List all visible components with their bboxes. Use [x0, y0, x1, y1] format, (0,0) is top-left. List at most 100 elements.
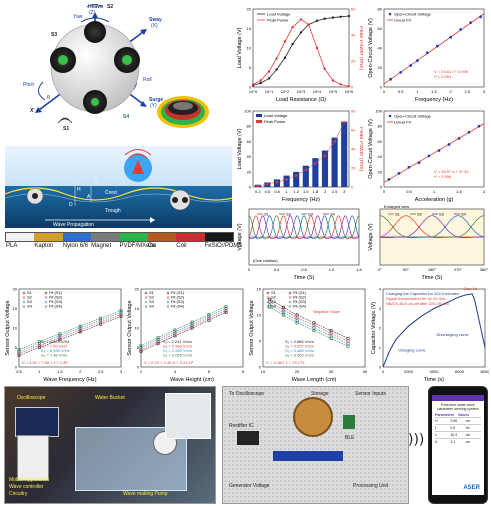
- y-tick-label: 3: [379, 306, 382, 311]
- curve-label: Stop 1s: [463, 286, 477, 291]
- legend-label: S4: [330, 212, 336, 217]
- x-tick-label: 180°: [428, 267, 437, 272]
- y-tick-label: 40: [378, 46, 383, 51]
- data-point: [119, 314, 123, 318]
- data-point: [78, 330, 82, 334]
- y-axis-label: Load Voltage (V): [237, 27, 243, 68]
- legend-swatch: [144, 305, 148, 308]
- signal-trace: [248, 215, 360, 240]
- data-point: [139, 343, 143, 348]
- time-signals-chart: Time (S) Voltage (V) 0 0.4 0.8 1.2 1.6 S1 S2 S3 S4…: [237, 208, 363, 281]
- y2-tick-label: 20: [351, 166, 356, 171]
- data-point: [457, 136, 461, 140]
- data-point: [207, 316, 211, 320]
- crest-label: Crest: [105, 190, 117, 196]
- wave-propagation-label: Wave Propagation: [53, 222, 94, 228]
- y-tick-label: 20: [247, 7, 252, 12]
- legend-label: S2: [417, 212, 423, 217]
- data-point: [139, 345, 143, 350]
- x-tick-label: 0°: [378, 267, 382, 272]
- legend-swatch: [266, 291, 270, 295]
- wave-scene: Wave Propagation λ H Crest Trough D A: [5, 146, 232, 228]
- x-tick-label: 3: [120, 369, 123, 374]
- legend-label: S4: [27, 304, 33, 309]
- material-label: Magnet: [91, 243, 112, 249]
- x-tick-label: 0.5: [265, 189, 271, 194]
- y2-tick-label: 80: [351, 109, 356, 114]
- phone-row: A 3.1 cm: [435, 438, 481, 445]
- plot-frame: [140, 288, 244, 368]
- plot-frame: [18, 288, 122, 368]
- y-tick-label: 0: [380, 185, 383, 190]
- data-point: [477, 124, 481, 128]
- y-tick-label: 20: [378, 65, 383, 70]
- plot-frame: [382, 288, 486, 368]
- y-axis-label: Capacitor Voltage (V): [371, 302, 377, 354]
- y-axis-label: Voltage (V): [368, 223, 374, 250]
- legend-label: Fit (S3): [49, 299, 63, 304]
- fit-equation: V = 24.61 f + 0.995: [434, 69, 469, 74]
- x-tick-label: 2: [324, 189, 327, 194]
- experiment-setup-photo: Oscilloscope Water Bucket Mobile Applica…: [4, 386, 216, 504]
- data-point: [37, 343, 42, 348]
- phone-col-values: Values: [458, 413, 470, 418]
- data-point: [173, 330, 177, 334]
- bar: [302, 165, 309, 187]
- data-point: [275, 180, 279, 184]
- surge-axis-label: (Y): [150, 103, 157, 109]
- data-point: [190, 324, 194, 328]
- x-tick-label: 6: [208, 369, 211, 374]
- y-axis-label: Voltage (V): [237, 223, 243, 250]
- x-axis-label: Wave Height (cm): [170, 377, 214, 383]
- data-point: [397, 171, 401, 175]
- legend-label: Fit (S1): [49, 290, 63, 295]
- x-tick-label: 8: [242, 369, 245, 374]
- phone-row: H 2.66 cm: [435, 417, 481, 424]
- legend-label: S1: [395, 212, 401, 217]
- robot-illustration: Heave (Z) Yaw Sway (X) Pitch Roll Surge …: [3, 2, 233, 142]
- data-point: [224, 310, 228, 315]
- x-tick-label: 90°: [403, 267, 409, 272]
- material-swatch: [34, 233, 63, 241]
- legend-swatch: [166, 296, 170, 299]
- data-point: [331, 16, 335, 19]
- bar: [312, 158, 319, 187]
- phone-cell: 3.1: [450, 440, 456, 445]
- y-tick-label: 40: [378, 154, 383, 159]
- phone-cell: H: [435, 419, 438, 424]
- x-tick-label: 10: [261, 369, 266, 374]
- y-axis-label: Sensor Output Voltage: [5, 300, 11, 355]
- legend-label: Fit (S2): [293, 295, 307, 300]
- x-tick-label: 1.5: [303, 189, 309, 194]
- phone-cell: λ: [435, 433, 437, 438]
- material-label: PLA: [6, 243, 18, 249]
- x-tick-label: 0.5: [398, 89, 404, 94]
- slope-text: S₂ = 0.657 V/cm: [285, 344, 315, 349]
- signal-trace: [248, 215, 360, 240]
- phone-col-param: Parameters: [435, 413, 455, 418]
- legend-label: Fit (S4): [49, 304, 63, 309]
- mobile-app-label: Mobile Application: [9, 477, 50, 483]
- x-tick-label: 6000: [455, 369, 465, 374]
- x-axis-label: Time (S): [422, 275, 443, 281]
- fit-equation: V = 0.79 + 2.44 H + 0.24 H²: [144, 360, 194, 365]
- phone-cell: 16.9: [450, 433, 458, 438]
- legend-label: S1: [149, 290, 155, 295]
- s3-label: S3: [51, 32, 58, 38]
- x-axis-label: Time (s): [424, 377, 444, 383]
- x-tick-label: 0.5: [16, 369, 22, 374]
- x-tick-label: 30: [329, 369, 334, 374]
- data-point: [224, 306, 228, 311]
- plot-frame: [252, 8, 350, 88]
- legend-swatch: [266, 296, 270, 299]
- y-tick-label: 20: [135, 287, 140, 292]
- y-tick-label: 10: [247, 46, 252, 51]
- y-tick-label: 5: [137, 345, 140, 350]
- material-label: Coil: [176, 243, 187, 249]
- s1-label: S1: [63, 126, 70, 132]
- data-point: [346, 339, 350, 343]
- y-tick-label: 0: [137, 365, 140, 370]
- legend-label: S1: [27, 290, 33, 295]
- enlarged-view-chart: Time (S) Voltage (V) 0° 90° 180° 270° 360° S1 S2…: [368, 204, 488, 281]
